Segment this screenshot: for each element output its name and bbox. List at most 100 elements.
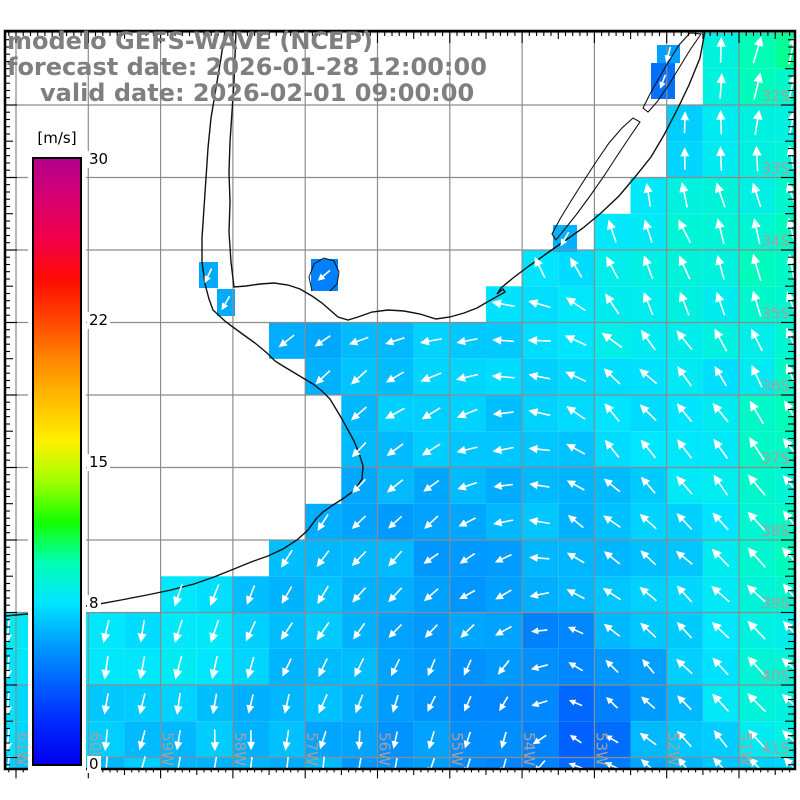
- wind-arrow: [713, 730, 728, 748]
- wind-arrow: [607, 219, 617, 243]
- wind-arrow: [680, 111, 690, 134]
- lat-label: 35S: [761, 305, 790, 323]
- wind-arrow: [423, 588, 439, 602]
- wind-arrow: [679, 182, 689, 208]
- wind-arrow: [640, 476, 656, 494]
- water-cell: [5, 685, 16, 722]
- wind-arrow: [101, 655, 111, 680]
- wind-arrow: [102, 756, 111, 769]
- wind-arrow: [385, 407, 405, 419]
- wind-arrow: [641, 696, 656, 710]
- wind-arrow: [603, 478, 621, 493]
- wind-arrow: [753, 72, 763, 100]
- wind-arrow: [354, 694, 364, 714]
- wind-arrow: [493, 518, 514, 527]
- wind-arrow: [639, 368, 658, 385]
- wind-arrow: [427, 658, 436, 677]
- wind-arrow: [492, 409, 514, 418]
- lon-label: 56W: [376, 732, 394, 766]
- wind-arrow: [419, 336, 442, 346]
- colorbar: [m/s]: [28, 126, 86, 775]
- water-cell: [775, 576, 795, 613]
- wind-arrow: [606, 256, 619, 279]
- wind-arrow: [491, 372, 515, 382]
- wind-arrow: [603, 368, 621, 385]
- wind-arrow: [463, 695, 472, 712]
- wind-arrow: [603, 551, 621, 565]
- water-cell: [5, 612, 16, 649]
- wind-arrow: [677, 757, 689, 769]
- wind-arrow: [528, 371, 551, 381]
- wind-arrow: [711, 585, 730, 603]
- wind-arrow: [350, 406, 367, 421]
- wind-arrow: [751, 253, 762, 281]
- wind-arrow: [210, 729, 220, 752]
- wind-arrow: [174, 756, 181, 769]
- wind-arrow: [388, 515, 403, 529]
- wind-arrow: [568, 662, 584, 672]
- wind-arrow: [457, 481, 478, 491]
- water-cell: [702, 757, 739, 769]
- wind-arrow: [603, 515, 621, 528]
- wind-arrow: [747, 474, 766, 496]
- wind-arrow: [209, 584, 220, 607]
- wind-arrow: [386, 479, 404, 493]
- wind-arrow: [568, 699, 583, 707]
- wind-arrow: [137, 756, 146, 769]
- wind-arrow: [495, 589, 512, 600]
- wind-arrow: [282, 658, 292, 677]
- wind-arrow: [746, 584, 767, 604]
- wind-arrow: [210, 693, 219, 715]
- coastline-uruguay-brazil: [228, 31, 706, 321]
- wind-arrow: [351, 550, 367, 567]
- water-cell: [666, 757, 703, 769]
- wind-arrow: [664, 46, 672, 63]
- wind-arrow: [751, 182, 762, 208]
- wind-arrow: [748, 757, 762, 769]
- wind-arrow: [752, 145, 762, 172]
- wind-arrow: [348, 336, 369, 346]
- lon-label: 59W: [159, 732, 177, 766]
- wind-arrow: [458, 517, 477, 527]
- wind-arrow: [676, 621, 693, 639]
- wind-arrow: [605, 696, 619, 709]
- wind-arrow: [569, 734, 582, 744]
- lagoa-dos-patos-outline: [642, 32, 702, 113]
- map-plot-area: [5, 31, 795, 769]
- lat-label: 37S: [761, 450, 790, 468]
- wind-arrow: [350, 369, 368, 385]
- wind-arrow: [246, 694, 255, 714]
- wind-arrow: [782, 510, 795, 527]
- lon-label: 51W: [737, 732, 755, 766]
- wind-arrow: [605, 735, 619, 744]
- wind-arrow: [528, 408, 551, 417]
- wind-arrow: [456, 408, 478, 419]
- wind-arrow: [137, 693, 147, 715]
- wind-arrow: [353, 622, 366, 640]
- water-cell: [630, 757, 667, 769]
- wind-arrow: [314, 335, 331, 347]
- wind-arrow: [282, 757, 291, 769]
- wind-arrow: [715, 218, 725, 244]
- wind-arrow: [315, 370, 331, 385]
- wind-arrow: [640, 758, 654, 769]
- wind-arrow: [421, 407, 441, 420]
- wind-arrow: [678, 255, 691, 280]
- wind-arrow: [712, 757, 725, 769]
- wind-arrow: [747, 511, 766, 532]
- wind-arrow: [527, 335, 551, 346]
- wind-arrow: [640, 622, 657, 638]
- wind-arrow: [712, 512, 729, 531]
- lat-label: 41S: [761, 740, 790, 758]
- wind-arrow: [204, 268, 213, 284]
- water-cell: [594, 757, 631, 769]
- wind-arrow: [786, 253, 795, 281]
- water-cell: [739, 757, 776, 769]
- wind-arrow: [785, 363, 795, 386]
- water-cell: [775, 648, 795, 686]
- wind-arrow: [678, 291, 690, 316]
- wind-arrow: [173, 655, 183, 680]
- wind-arrow: [713, 438, 729, 459]
